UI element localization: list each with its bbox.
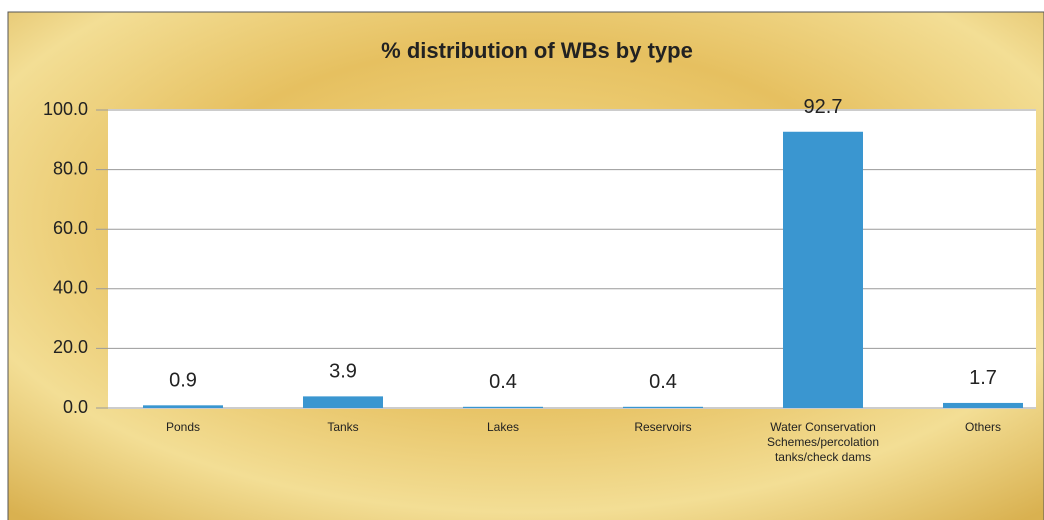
- bar: [943, 402, 1023, 408]
- data-label: 1.7: [969, 367, 997, 389]
- data-label: 0.4: [489, 371, 517, 393]
- bar: [143, 405, 223, 408]
- data-label: 3.9: [329, 361, 357, 383]
- y-tick-label: 60.0: [53, 218, 88, 238]
- x-tick-label: Lakes: [486, 420, 520, 434]
- x-tick-label: Water Conservation Schemes/percolation t…: [766, 420, 880, 464]
- chart-title: % distribution of WBs by type: [381, 38, 693, 63]
- y-tick-label: 40.0: [53, 278, 88, 298]
- y-tick-label: 0.0: [63, 397, 88, 417]
- y-tick-label: 80.0: [53, 158, 88, 178]
- bar: [783, 131, 863, 408]
- data-label: 0.9: [169, 370, 197, 392]
- x-tick-label: Others: [964, 420, 1001, 434]
- x-tick-label: Tanks: [327, 420, 359, 434]
- x-tick-label: Ponds: [165, 420, 201, 434]
- plot-area: [108, 109, 1036, 409]
- y-tick-label: 100.0: [43, 99, 88, 119]
- x-tick-label: Reservoirs: [634, 420, 692, 434]
- data-label: 0.4: [649, 371, 677, 393]
- bar: [463, 406, 543, 408]
- y-tick-label: 20.0: [53, 337, 88, 357]
- data-label: 92.7: [804, 96, 843, 118]
- bar: [303, 396, 383, 408]
- bar: [623, 406, 703, 408]
